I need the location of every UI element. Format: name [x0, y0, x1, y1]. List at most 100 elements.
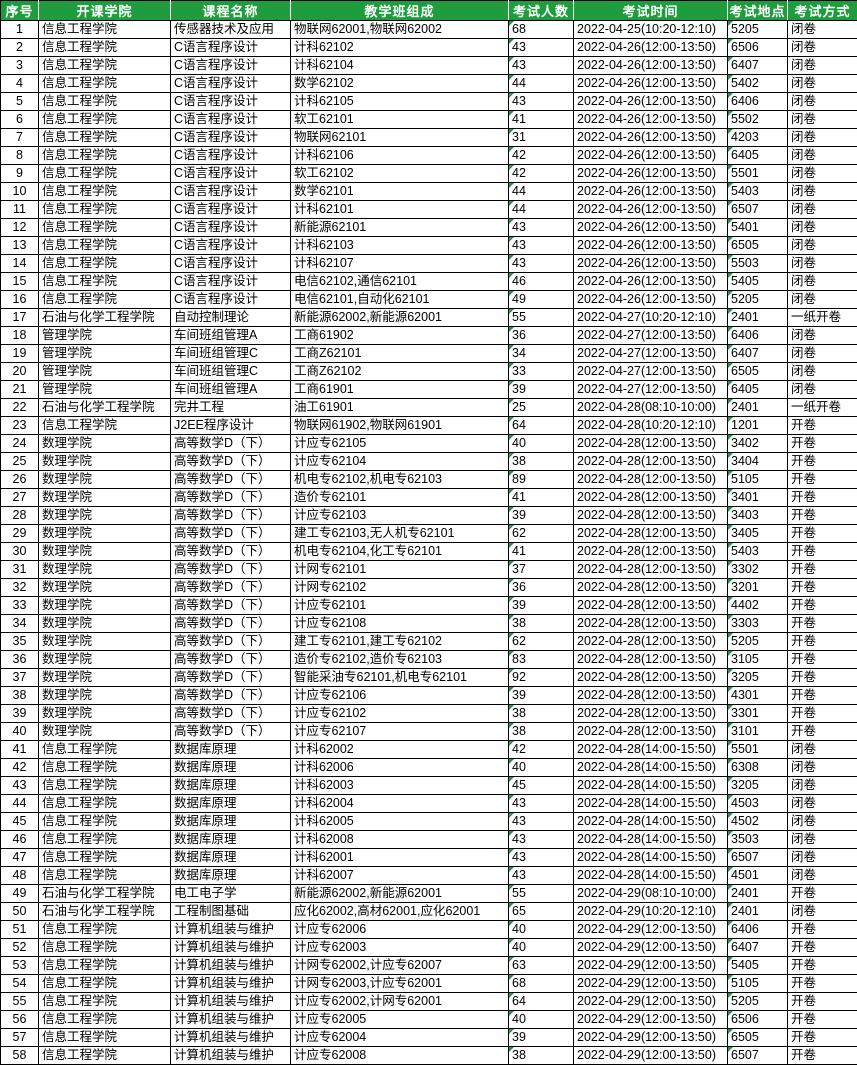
exam-mode-cell: 开卷 — [788, 633, 857, 651]
course-name-cell: 计算机组装与维护 — [171, 975, 291, 993]
course-name-cell: C语言程序设计 — [171, 147, 291, 165]
exam-room-cell: 3301 — [728, 705, 788, 723]
row-number-cell: 26 — [1, 471, 39, 489]
exam-room-cell: 5105 — [728, 975, 788, 993]
class-group-cell: 新能源62002,新能源62001 — [291, 885, 509, 903]
college-cell: 数理学院 — [39, 687, 171, 705]
exam-time-cell: 2022-04-26(12:00-13:50) — [574, 237, 728, 255]
exam-mode-cell: 开卷 — [788, 471, 857, 489]
exam-mode-cell: 闭卷 — [788, 777, 857, 795]
class-group-cell: 计科62001 — [291, 849, 509, 867]
student-count-cell: 40 — [509, 759, 574, 777]
class-group-cell: 计应专62104 — [291, 453, 509, 471]
class-group-cell: 计应专62108 — [291, 615, 509, 633]
college-cell: 信息工程学院 — [39, 39, 171, 57]
row-number-cell: 24 — [1, 435, 39, 453]
row-number-cell: 14 — [1, 255, 39, 273]
class-group-cell: 建工专62101,建工专62102 — [291, 633, 509, 651]
student-count-cell: 43 — [509, 219, 574, 237]
student-count-cell: 43 — [509, 93, 574, 111]
exam-mode-cell: 闭卷 — [788, 759, 857, 777]
exam-time-cell: 2022-04-28(12:00-13:50) — [574, 633, 728, 651]
exam-room-cell: 5205 — [728, 633, 788, 651]
row-number-cell: 55 — [1, 993, 39, 1011]
class-group-cell: 工商Z62101 — [291, 345, 509, 363]
student-count-cell: 42 — [509, 147, 574, 165]
course-name-cell: 计算机组装与维护 — [171, 1029, 291, 1047]
course-name-cell: 高等数学D（下） — [171, 507, 291, 525]
course-name-cell: 传感器技术及应用 — [171, 21, 291, 39]
college-cell: 信息工程学院 — [39, 831, 171, 849]
row-number-cell: 58 — [1, 1047, 39, 1065]
exam-mode-cell: 开卷 — [788, 579, 857, 597]
student-count-cell: 40 — [509, 1011, 574, 1029]
class-group-cell: 计应专62008 — [291, 1047, 509, 1065]
row-number-cell: 39 — [1, 705, 39, 723]
class-group-cell: 计网专62101 — [291, 561, 509, 579]
row-number-cell: 35 — [1, 633, 39, 651]
exam-room-cell: 5205 — [728, 993, 788, 1011]
exam-mode-cell: 开卷 — [788, 687, 857, 705]
exam-time-cell: 2022-04-28(12:00-13:50) — [574, 651, 728, 669]
exam-mode-cell: 闭卷 — [788, 849, 857, 867]
exam-mode-cell: 闭卷 — [788, 903, 857, 921]
class-group-cell: 造价专62102,造价专62103 — [291, 651, 509, 669]
exam-time-cell: 2022-04-27(12:00-13:50) — [574, 381, 728, 399]
column-header-exam-room: 考试地点 — [728, 1, 788, 21]
row-number-cell: 2 — [1, 39, 39, 57]
class-group-cell: 计应专62002,计网专62001 — [291, 993, 509, 1011]
student-count-cell: 92 — [509, 669, 574, 687]
college-cell: 信息工程学院 — [39, 417, 171, 435]
exam-mode-cell: 闭卷 — [788, 381, 857, 399]
exam-mode-cell: 闭卷 — [788, 273, 857, 291]
student-count-cell: 39 — [509, 597, 574, 615]
student-count-cell: 43 — [509, 867, 574, 885]
class-group-cell: 计科62104 — [291, 57, 509, 75]
row-number-cell: 7 — [1, 129, 39, 147]
exam-room-cell: 5402 — [728, 75, 788, 93]
row-number-cell: 43 — [1, 777, 39, 795]
exam-mode-cell: 开卷 — [788, 939, 857, 957]
college-cell: 信息工程学院 — [39, 795, 171, 813]
exam-room-cell: 3403 — [728, 507, 788, 525]
college-cell: 管理学院 — [39, 381, 171, 399]
course-name-cell: C语言程序设计 — [171, 219, 291, 237]
exam-time-cell: 2022-04-26(12:00-13:50) — [574, 39, 728, 57]
college-cell: 数理学院 — [39, 633, 171, 651]
student-count-cell: 40 — [509, 939, 574, 957]
exam-room-cell: 6406 — [728, 93, 788, 111]
exam-time-cell: 2022-04-28(14:00-15:50) — [574, 741, 728, 759]
college-cell: 数理学院 — [39, 669, 171, 687]
row-number-cell: 57 — [1, 1029, 39, 1047]
class-group-cell: 计应专62003 — [291, 939, 509, 957]
exam-time-cell: 2022-04-29(10:20-12:10) — [574, 903, 728, 921]
course-name-cell: 计算机组装与维护 — [171, 993, 291, 1011]
exam-mode-cell: 开卷 — [788, 1047, 857, 1065]
college-cell: 信息工程学院 — [39, 921, 171, 939]
student-count-cell: 89 — [509, 471, 574, 489]
exam-time-cell: 2022-04-28(12:00-13:50) — [574, 705, 728, 723]
exam-time-cell: 2022-04-29(12:00-13:50) — [574, 921, 728, 939]
course-name-cell: 计算机组装与维护 — [171, 957, 291, 975]
course-name-cell: C语言程序设计 — [171, 165, 291, 183]
exam-mode-cell: 闭卷 — [788, 795, 857, 813]
college-cell: 信息工程学院 — [39, 1011, 171, 1029]
class-group-cell: 应化62002,高材62001,应化62001 — [291, 903, 509, 921]
exam-mode-cell: 开卷 — [788, 525, 857, 543]
exam-room-cell: 5105 — [728, 471, 788, 489]
exam-room-cell: 6406 — [728, 921, 788, 939]
college-cell: 信息工程学院 — [39, 201, 171, 219]
student-count-cell: 45 — [509, 777, 574, 795]
college-cell: 数理学院 — [39, 597, 171, 615]
exam-room-cell: 6308 — [728, 759, 788, 777]
exam-room-cell: 2401 — [728, 885, 788, 903]
student-count-cell: 39 — [509, 1029, 574, 1047]
